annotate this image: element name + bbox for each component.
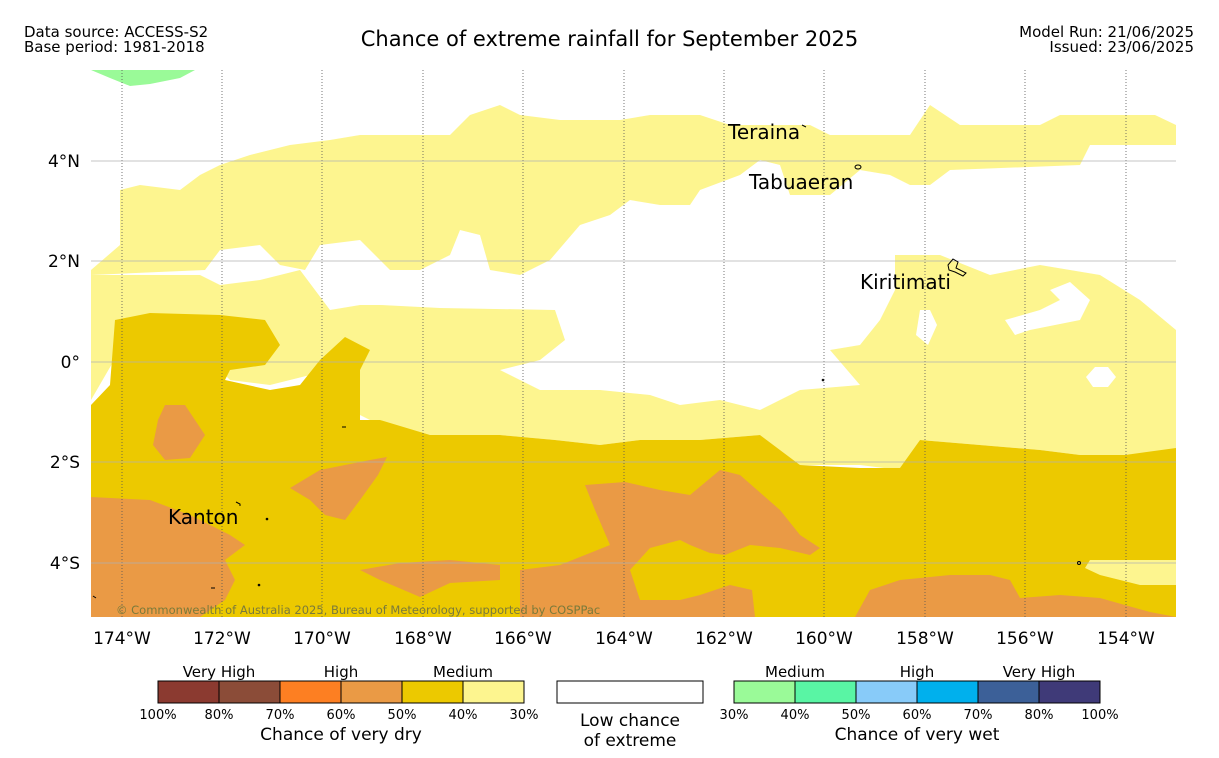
legend-swatch bbox=[402, 681, 463, 703]
latitude-gridlines bbox=[91, 160, 1176, 564]
dry-high-50-60-region bbox=[290, 457, 387, 520]
legend-swatch bbox=[978, 681, 1039, 703]
legend-wet-head: Medium bbox=[765, 663, 825, 681]
legend-wet-tick: 70% bbox=[964, 708, 993, 723]
legend-low: Low chance of extreme bbox=[556, 680, 704, 751]
copyright-notice: © Commonwealth of Australia 2025, Bureau… bbox=[116, 603, 600, 617]
tabuaeran-island-outline bbox=[854, 164, 862, 170]
lon-label: 168°W bbox=[394, 629, 452, 649]
lon-label: 172°W bbox=[193, 629, 251, 649]
legend-dry-head: High bbox=[324, 663, 358, 681]
low-chance-area bbox=[1086, 367, 1116, 387]
islet-outline bbox=[265, 517, 269, 521]
dry-high-50-60-region bbox=[360, 560, 500, 597]
lat-label: 4°S bbox=[50, 554, 80, 574]
legend-swatch-low bbox=[556, 680, 704, 704]
lon-label: 156°W bbox=[996, 629, 1054, 649]
place-label-kanton: Kanton bbox=[168, 505, 238, 529]
legend-swatch bbox=[280, 681, 341, 703]
lat-label: 0° bbox=[61, 353, 80, 373]
place-label-kiritimati: Kiritimati bbox=[860, 270, 951, 294]
legend-dry-tick: 70% bbox=[266, 708, 295, 723]
lon-label: 162°W bbox=[695, 629, 753, 649]
legend-wet-dividers bbox=[794, 681, 1040, 703]
legend-dry-tick: 80% bbox=[205, 708, 234, 723]
dry-high-50-60-region bbox=[153, 405, 205, 460]
legend-swatch bbox=[734, 681, 795, 703]
teraina-island-outline bbox=[801, 124, 807, 128]
lat-label: 4°N bbox=[48, 152, 80, 172]
island-outlines bbox=[92, 124, 1081, 599]
legend-dry-tick: 50% bbox=[388, 708, 417, 723]
legend-wet: Medium High Very High 30% 40% 50% 60% 70… bbox=[720, 663, 1119, 745]
dry-high-50-60-region bbox=[91, 497, 245, 617]
islet-outline bbox=[92, 595, 97, 599]
lon-label: 166°W bbox=[494, 629, 552, 649]
legend-dry-head: Very High bbox=[183, 663, 256, 681]
dry-high-50-60-region bbox=[855, 575, 1176, 617]
low-chance-area bbox=[916, 310, 937, 345]
dry-medium-30-40-region bbox=[91, 105, 1176, 275]
legend-dry-head: Medium bbox=[433, 663, 493, 681]
kiritimati-island-outline bbox=[947, 258, 967, 277]
legend-swatch bbox=[219, 681, 280, 703]
longitude-gridlines bbox=[121, 70, 1127, 617]
wet-medium-30-40-region bbox=[91, 70, 195, 86]
legend-dry-dividers bbox=[218, 681, 464, 703]
kanton-island-outline bbox=[235, 501, 241, 506]
legend-swatch bbox=[158, 681, 219, 703]
lon-label: 154°W bbox=[1097, 629, 1155, 649]
legend-dry-tick: 100% bbox=[139, 708, 176, 723]
lat-label: 2°S bbox=[50, 453, 80, 473]
legend-wet-tick: 80% bbox=[1025, 708, 1054, 723]
base-period: Base period: 1981-2018 bbox=[24, 38, 205, 56]
issued-date: Issued: 23/06/2025 bbox=[1049, 38, 1194, 56]
dry-medium-30-40-region bbox=[91, 255, 1176, 470]
legend-dry-tick: 30% bbox=[510, 708, 539, 723]
lon-label: 160°W bbox=[795, 629, 853, 649]
place-label-teraina: Teraina bbox=[727, 120, 800, 144]
legend-dry-tick: 40% bbox=[449, 708, 478, 723]
legend-dry-tick: 60% bbox=[327, 708, 356, 723]
map-area bbox=[91, 70, 1176, 617]
legend-low-caption-1: Low chance bbox=[580, 711, 680, 731]
lon-label: 164°W bbox=[595, 629, 653, 649]
islet-outline bbox=[1077, 561, 1081, 565]
dry-medium-30-40-region bbox=[1085, 560, 1176, 585]
model-run: Model Run: 21/06/2025 bbox=[1019, 23, 1194, 41]
legend-wet-tick: 30% bbox=[720, 708, 749, 723]
lon-label: 174°W bbox=[93, 629, 151, 649]
legend-swatch bbox=[463, 681, 524, 703]
legend-wet-tick: 60% bbox=[903, 708, 932, 723]
legend-wet-tick: 40% bbox=[781, 708, 810, 723]
lon-label: 158°W bbox=[896, 629, 954, 649]
legend-swatch bbox=[1039, 681, 1100, 703]
legend-wet-tick: 50% bbox=[842, 708, 871, 723]
data-source: Data source: ACCESS-S2 bbox=[24, 23, 209, 41]
legend-dry: Very High High Medium 100% 80% 70% 60% 5… bbox=[139, 663, 538, 745]
legend-wet-tick: 100% bbox=[1081, 708, 1118, 723]
lon-label: 170°W bbox=[293, 629, 351, 649]
low-chance-area bbox=[1005, 282, 1090, 335]
islet-outline bbox=[821, 378, 825, 382]
longitude-labels: 174°W 172°W 170°W 168°W 166°W 164°W 162°… bbox=[93, 629, 1155, 649]
legend-low-caption-2: of extreme bbox=[584, 731, 677, 751]
lat-label: 2°N bbox=[48, 252, 80, 272]
legend-wet-head: Very High bbox=[1003, 663, 1076, 681]
legend-swatch bbox=[917, 681, 978, 703]
dry-medium-40-50-region bbox=[91, 313, 1176, 617]
place-label-tabuaeran: Tabuaeran bbox=[748, 170, 853, 194]
islet-outline bbox=[257, 583, 261, 587]
map-title: Chance of extreme rainfall for September… bbox=[360, 27, 859, 51]
legend-swatch bbox=[341, 681, 402, 703]
legend-swatch bbox=[795, 681, 856, 703]
legend-dry-caption: Chance of very dry bbox=[260, 725, 422, 745]
dry-high-50-60-region bbox=[520, 470, 820, 617]
latitude-labels: 4°N 2°N 0° 2°S 4°S bbox=[48, 152, 80, 574]
legend-wet-caption: Chance of very wet bbox=[835, 725, 1000, 745]
legend-wet-head: High bbox=[900, 663, 934, 681]
legend-swatch bbox=[856, 681, 917, 703]
